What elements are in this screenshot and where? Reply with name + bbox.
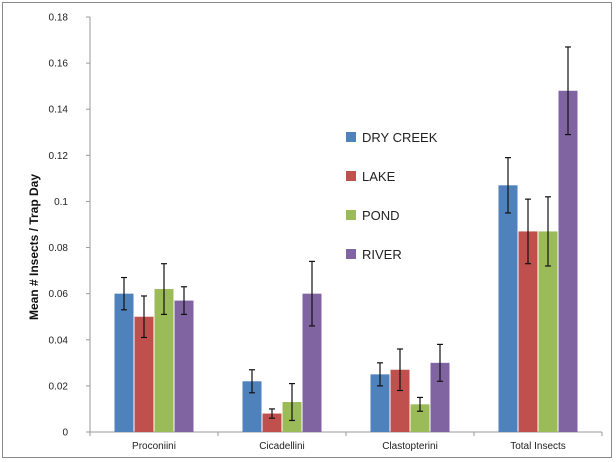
bar — [538, 231, 558, 432]
error-bars — [121, 46, 571, 422]
y-tick-label: 0.14 — [49, 105, 69, 116]
bar — [154, 289, 174, 432]
bar — [390, 369, 410, 432]
bar — [242, 381, 262, 432]
y-tick-label: 0.02 — [49, 381, 69, 392]
bar — [430, 362, 450, 432]
legend-swatch — [346, 210, 356, 220]
bar — [174, 300, 194, 432]
legend-swatch — [346, 132, 356, 142]
x-category-label: Total Insects — [510, 441, 566, 452]
y-tick-label: 0 — [62, 428, 68, 439]
bar — [518, 231, 538, 432]
legend: DRY CREEK LAKE POND RIVER — [346, 130, 438, 262]
y-tick-label: 0.08 — [49, 243, 69, 254]
legend-label: DRY CREEK — [362, 130, 438, 145]
x-category-label: Cicadellini — [259, 441, 305, 452]
legend-label: LAKE — [362, 169, 396, 184]
y-tick-label: 0.06 — [49, 289, 69, 300]
y-tick-label: 0.16 — [49, 59, 69, 70]
bar — [302, 293, 322, 432]
x-category-label: Proconiini — [132, 441, 176, 452]
legend-swatch — [346, 249, 356, 259]
bar — [410, 404, 430, 432]
bar — [134, 316, 154, 432]
y-tick-label: 0.12 — [49, 151, 69, 162]
bar — [114, 293, 134, 432]
bar — [558, 90, 578, 433]
y-tick-label: 0.1 — [54, 197, 68, 208]
legend-swatch — [346, 171, 356, 181]
bar — [370, 374, 390, 432]
y-axis-title: Mean # Insects / Trap Day — [27, 174, 41, 320]
bars — [114, 90, 578, 433]
legend-label: RIVER — [362, 247, 402, 262]
bar — [262, 413, 282, 432]
legend-label: POND — [362, 208, 400, 223]
x-category-label: Clastopterini — [382, 441, 438, 452]
y-axis-ticks: 0 0.02 0.04 0.06 0.08 0.1 0.12 0.14 0.16 0.18 — [49, 13, 90, 439]
bar — [498, 185, 518, 432]
x-axis-category-labels: Proconiini Cicadellini Clastopterini Total … — [132, 441, 566, 452]
y-tick-label: 0.18 — [49, 13, 69, 24]
y-tick-label: 0.04 — [49, 335, 69, 346]
